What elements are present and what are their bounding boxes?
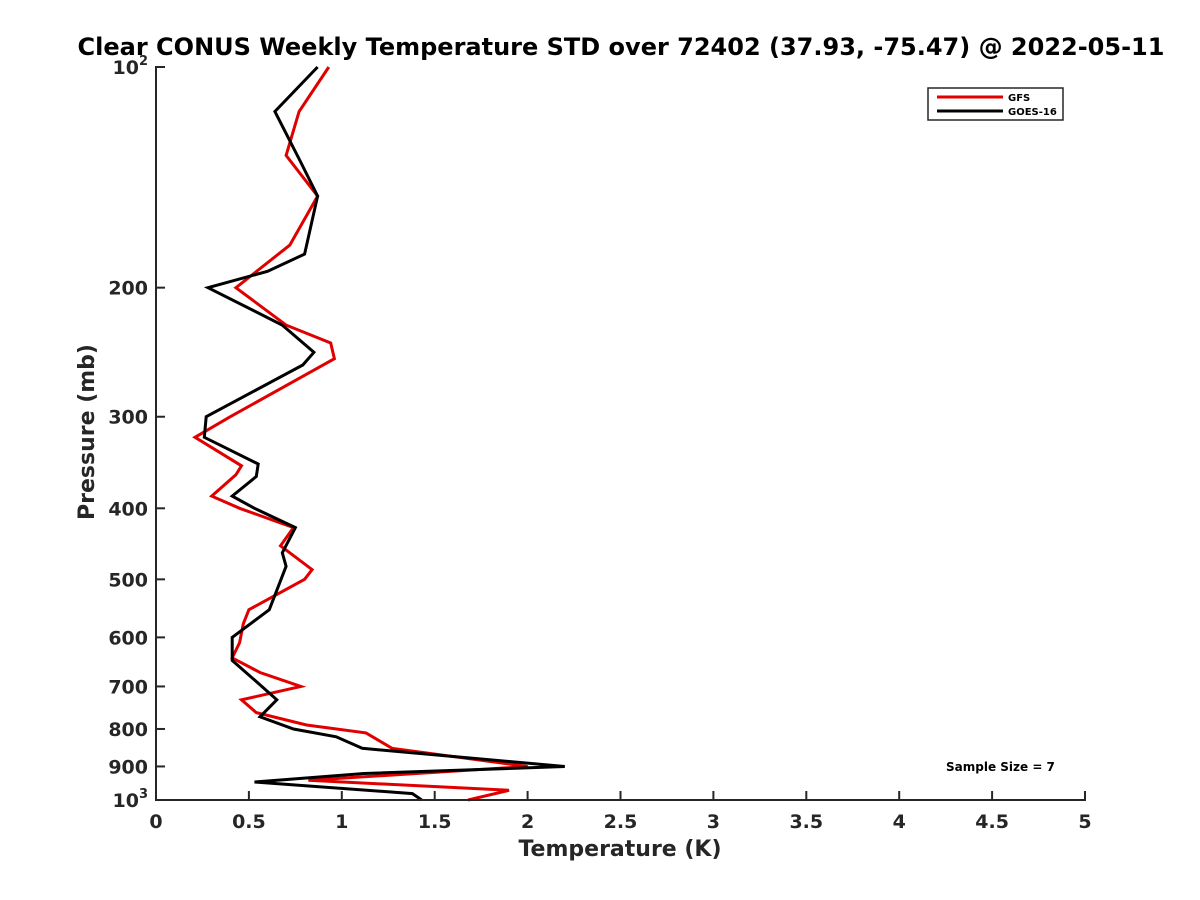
y-tick-label: 800	[108, 719, 148, 741]
x-tick-label: 3	[707, 811, 720, 833]
x-tick-label: 4	[893, 811, 906, 833]
x-tick-label: 0.5	[232, 811, 266, 833]
x-tick-label: 4.5	[975, 811, 1009, 833]
chart-title: Clear CONUS Weekly Temperature STD over …	[78, 33, 1165, 61]
x-tick-label: 5	[1078, 811, 1091, 833]
series-line-goes-16	[202, 65, 565, 802]
y-axis: 102 200 300 400 500 600 700 800 900 103	[108, 54, 165, 812]
legend-box	[927, 87, 1064, 121]
y-tick-label: 900	[108, 756, 148, 778]
y-tick-label: 600	[108, 627, 148, 649]
y-tick-label: 500	[108, 569, 148, 591]
x-tick-label: 1.5	[418, 811, 452, 833]
x-tick-label: 0	[149, 811, 162, 833]
x-tick-label: 2.5	[604, 811, 638, 833]
legend: GFS GOES-16	[927, 87, 1064, 121]
y-tick-label: 103	[113, 787, 149, 812]
legend-label-goes-16: GOES-16	[1008, 107, 1057, 118]
y-axis-label: Pressure (mb)	[75, 344, 100, 520]
y-tick-label: 102	[113, 54, 149, 79]
x-tick-label: 1	[335, 811, 348, 833]
x-axis: 0 0.5 1 1.5 2 2.5 3 3.5 4 4.5 5	[149, 791, 1092, 833]
x-tick-label: 3.5	[789, 811, 823, 833]
y-tick-label: 400	[108, 498, 148, 520]
plot-area	[192, 65, 565, 802]
y-tick-label: 300	[108, 407, 148, 429]
x-axis-label: Temperature (K)	[518, 837, 721, 862]
legend-label-gfs: GFS	[1008, 93, 1030, 104]
y-tick-label: 700	[108, 676, 148, 698]
series-line-gfs	[192, 66, 528, 802]
sample-size-annotation: Sample Size = 7	[946, 760, 1055, 774]
y-tick-label: 200	[108, 278, 148, 300]
x-tick-label: 2	[521, 811, 534, 833]
